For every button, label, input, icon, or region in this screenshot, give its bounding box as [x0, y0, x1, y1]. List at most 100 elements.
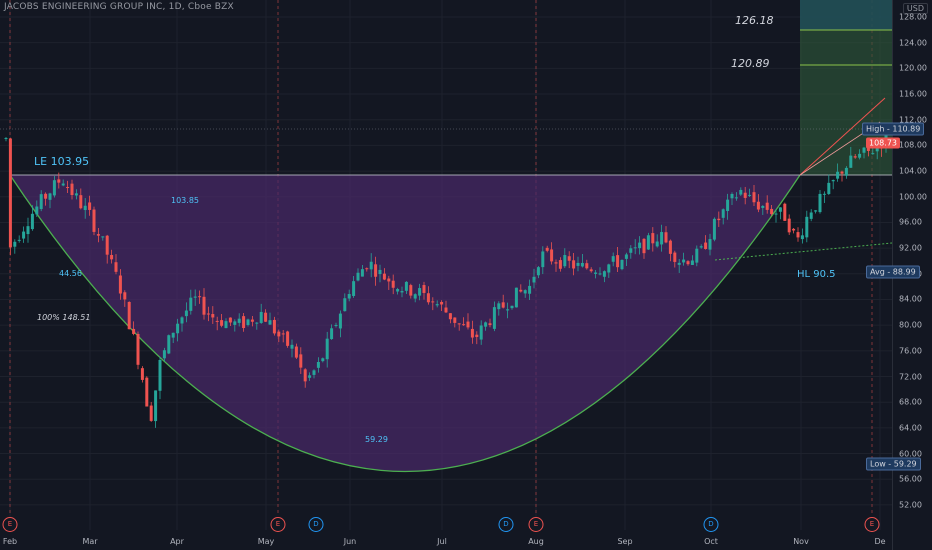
candle-body: [519, 289, 523, 292]
candle-body: [677, 262, 681, 265]
candle-body: [796, 232, 800, 238]
candle-body: [312, 370, 316, 375]
dividend-marker[interactable]: D: [703, 517, 719, 532]
candle-body: [171, 332, 175, 338]
candle-body: [140, 368, 144, 380]
high-tag: High - 110.89: [862, 122, 925, 136]
dividend-marker[interactable]: D: [498, 517, 514, 532]
candle-body: [88, 202, 92, 210]
candle-body: [162, 350, 166, 359]
earnings-marker[interactable]: E: [2, 517, 18, 532]
candle-body: [765, 202, 769, 210]
candle-body: [752, 192, 756, 203]
candle-body: [413, 294, 417, 299]
candle-body: [506, 309, 510, 311]
candle-body: [734, 197, 738, 199]
candle-body: [127, 301, 131, 330]
candle-body: [66, 187, 70, 189]
candle-body: [202, 296, 206, 315]
candle-body: [690, 260, 694, 265]
candle-body: [730, 193, 734, 199]
candle-body: [580, 262, 584, 267]
candle-body: [35, 206, 39, 215]
candle-body: [862, 147, 866, 153]
price-tick: 64.00: [899, 423, 922, 433]
candle-body: [167, 335, 171, 354]
candle-body: [536, 267, 540, 276]
candle-body: [237, 318, 241, 323]
candle-body: [624, 254, 628, 259]
candle-body: [563, 255, 567, 267]
candle-body: [818, 193, 822, 213]
hl-trend-line: [714, 242, 892, 261]
candle-body: [387, 278, 391, 282]
candle-body: [708, 239, 712, 250]
candle-body: [286, 331, 290, 346]
candle-body: [303, 369, 307, 382]
candle-body: [642, 238, 646, 254]
candle-body: [484, 322, 488, 327]
candle-body: [646, 235, 650, 250]
candle-body: [585, 263, 589, 269]
candle-body: [13, 241, 17, 247]
candle-body: [686, 261, 690, 265]
candle-body: [294, 346, 298, 358]
candle-body: [30, 213, 34, 230]
candle-body: [875, 145, 879, 152]
candle-body: [466, 321, 470, 328]
candle-body: [497, 303, 501, 310]
candle-body: [334, 324, 338, 326]
candle-body: [123, 292, 127, 300]
candle-body: [74, 193, 78, 196]
candle-body: [246, 319, 250, 325]
candle-body: [277, 331, 281, 337]
label-44-56: 44.56: [59, 269, 82, 278]
candle-body: [607, 264, 611, 273]
candle-body: [638, 242, 642, 249]
candle-body: [853, 156, 857, 158]
month-label: Oct: [704, 537, 718, 546]
candle-body: [787, 218, 791, 233]
candle-body: [224, 321, 228, 329]
candle-body: [17, 239, 21, 241]
earnings-marker[interactable]: E: [270, 517, 286, 532]
candle-body: [431, 301, 435, 303]
candle-body: [220, 320, 224, 326]
earnings-marker[interactable]: E: [864, 517, 880, 532]
candle-body: [620, 259, 624, 270]
candle-body: [330, 328, 334, 340]
candle-body: [101, 236, 105, 238]
candle-body: [523, 290, 527, 294]
candle-body: [206, 313, 210, 315]
earnings-marker[interactable]: E: [528, 517, 544, 532]
candle-body: [132, 328, 136, 334]
candle-body: [831, 180, 835, 182]
candle-body: [114, 262, 118, 272]
candle-body: [22, 231, 26, 239]
dividend-marker[interactable]: D: [308, 517, 324, 532]
candle-body: [739, 189, 743, 195]
candle-body: [541, 251, 545, 268]
candle-body: [809, 212, 813, 219]
breakout-line: [799, 97, 886, 176]
candle-body: [145, 377, 149, 407]
candle-body: [704, 242, 708, 249]
label-103-85: 103.85: [171, 196, 199, 205]
price-tick: 116.00: [899, 89, 927, 99]
candle-body: [422, 285, 426, 293]
candle-body: [836, 171, 840, 179]
low-tag: Low - 59.29: [866, 457, 921, 471]
currency-button[interactable]: USD: [902, 3, 928, 14]
price-tick: 92.00: [899, 243, 922, 253]
candle-body: [154, 390, 158, 422]
candle-body: [761, 205, 765, 208]
candle-body: [871, 153, 875, 155]
candle-body: [470, 328, 474, 338]
month-label: Sep: [617, 537, 633, 546]
price-tick: 112.00: [899, 115, 927, 125]
price-chart[interactable]: [0, 0, 892, 550]
month-label: Jun: [343, 537, 357, 546]
month-label: Jul: [437, 537, 447, 546]
fib-100-label: 100% 148.51: [37, 313, 91, 322]
